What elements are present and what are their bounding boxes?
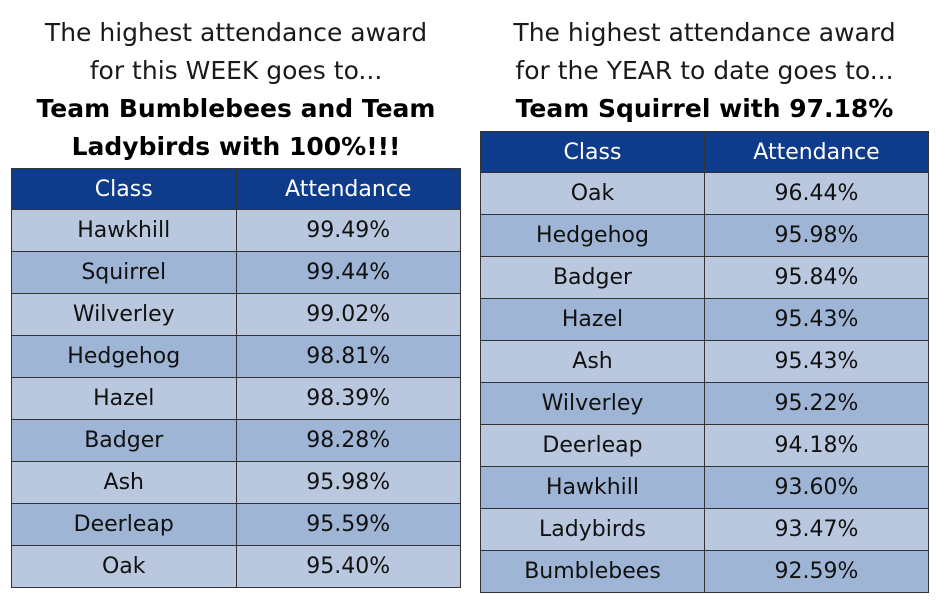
attendance-cell: 95.84% <box>704 256 929 299</box>
table-row: Oak 95.40% <box>11 545 461 588</box>
attendance-cell: 99.44% <box>235 251 461 294</box>
column-header-class: Class <box>480 131 705 173</box>
table-row: Deerleap 94.18% <box>480 424 929 467</box>
table-row: Badger 95.84% <box>480 256 929 299</box>
year-attendance-table: Class Attendance Oak 96.44% Hedgehog 95.98%… <box>480 131 929 593</box>
table-row: Hawkhill 93.60% <box>480 466 929 509</box>
table-row: Hazel 98.39% <box>11 377 461 420</box>
class-cell: Badger <box>480 256 705 299</box>
table-header-row: Class Attendance <box>11 168 461 210</box>
class-cell: Hawkhill <box>480 466 705 509</box>
year-panel: The highest attendance award for the YEA… <box>480 0 929 593</box>
attendance-cell: 96.44% <box>704 172 929 215</box>
year-award-line1: Team Squirrel with 97.18% <box>515 94 894 123</box>
attendance-cell: 93.47% <box>704 508 929 551</box>
class-cell: Oak <box>11 545 237 588</box>
class-cell: Wilverley <box>480 382 705 425</box>
table-row: Deerleap 95.59% <box>11 503 461 546</box>
attendance-cell: 92.59% <box>704 550 929 593</box>
attendance-cell: 98.81% <box>235 335 461 378</box>
table-row: Hedgehog 98.81% <box>11 335 461 378</box>
attendance-cell: 95.59% <box>235 503 461 546</box>
class-cell: Ash <box>480 340 705 383</box>
table-row: Hawkhill 99.49% <box>11 209 461 252</box>
attendance-cell: 95.98% <box>704 214 929 257</box>
attendance-cell: 99.49% <box>235 209 461 252</box>
attendance-cell: 95.43% <box>704 340 929 383</box>
week-attendance-table: Class Attendance Hawkhill 99.49% Squirrel 9… <box>11 168 461 588</box>
attendance-cell: 98.28% <box>235 419 461 462</box>
class-cell: Wilverley <box>11 293 237 336</box>
class-cell: Deerleap <box>480 424 705 467</box>
attendance-cell: 99.02% <box>235 293 461 336</box>
table-header-row: Class Attendance <box>480 131 929 173</box>
week-award-line2: Ladybirds with 100%!!! <box>71 132 401 161</box>
attendance-cell: 95.98% <box>235 461 461 504</box>
class-cell: Oak <box>480 172 705 215</box>
class-cell: Ash <box>11 461 237 504</box>
attendance-cell: 95.40% <box>235 545 461 588</box>
column-header-class: Class <box>11 168 237 210</box>
class-cell: Hawkhill <box>11 209 237 252</box>
year-heading-line2: for the YEAR to date goes to... <box>515 56 894 85</box>
class-cell: Squirrel <box>11 251 237 294</box>
table-row: Wilverley 95.22% <box>480 382 929 425</box>
table-row: Badger 98.28% <box>11 419 461 462</box>
week-table-body: Hawkhill 99.49% Squirrel 99.44% Wilverley 99.… <box>11 209 461 588</box>
attendance-cell: 94.18% <box>704 424 929 467</box>
class-cell: Badger <box>11 419 237 462</box>
attendance-cell: 95.22% <box>704 382 929 425</box>
table-row: Oak 96.44% <box>480 172 929 215</box>
table-row: Ladybirds 93.47% <box>480 508 929 551</box>
week-panel: The highest attendance award for this WE… <box>11 0 461 588</box>
table-row: Ash 95.98% <box>11 461 461 504</box>
year-table-body: Oak 96.44% Hedgehog 95.98% Badger 95.84% Hazel… <box>480 172 929 593</box>
class-cell: Hedgehog <box>480 214 705 257</box>
table-row: Wilverley 99.02% <box>11 293 461 336</box>
table-row: Ash 95.43% <box>480 340 929 383</box>
table-row: Hedgehog 95.98% <box>480 214 929 257</box>
year-heading-line1: The highest attendance award <box>513 18 896 47</box>
table-row: Squirrel 99.44% <box>11 251 461 294</box>
class-cell: Ladybirds <box>480 508 705 551</box>
attendance-cell: 95.43% <box>704 298 929 341</box>
attendance-cell: 98.39% <box>235 377 461 420</box>
class-cell: Hazel <box>11 377 237 420</box>
attendance-cell: 93.60% <box>704 466 929 509</box>
week-heading-line2: for this WEEK goes to... <box>89 56 383 85</box>
class-cell: Hedgehog <box>11 335 237 378</box>
class-cell: Bumblebees <box>480 550 705 593</box>
column-header-attendance: Attendance <box>235 168 461 210</box>
week-heading-line1: The highest attendance award <box>44 18 428 47</box>
table-row: Bumblebees 92.59% <box>480 550 929 593</box>
class-cell: Hazel <box>480 298 705 341</box>
class-cell: Deerleap <box>11 503 237 546</box>
column-header-attendance: Attendance <box>704 131 929 173</box>
table-row: Hazel 95.43% <box>480 298 929 341</box>
week-award-line1: Team Bumblebees and Team <box>36 94 436 123</box>
